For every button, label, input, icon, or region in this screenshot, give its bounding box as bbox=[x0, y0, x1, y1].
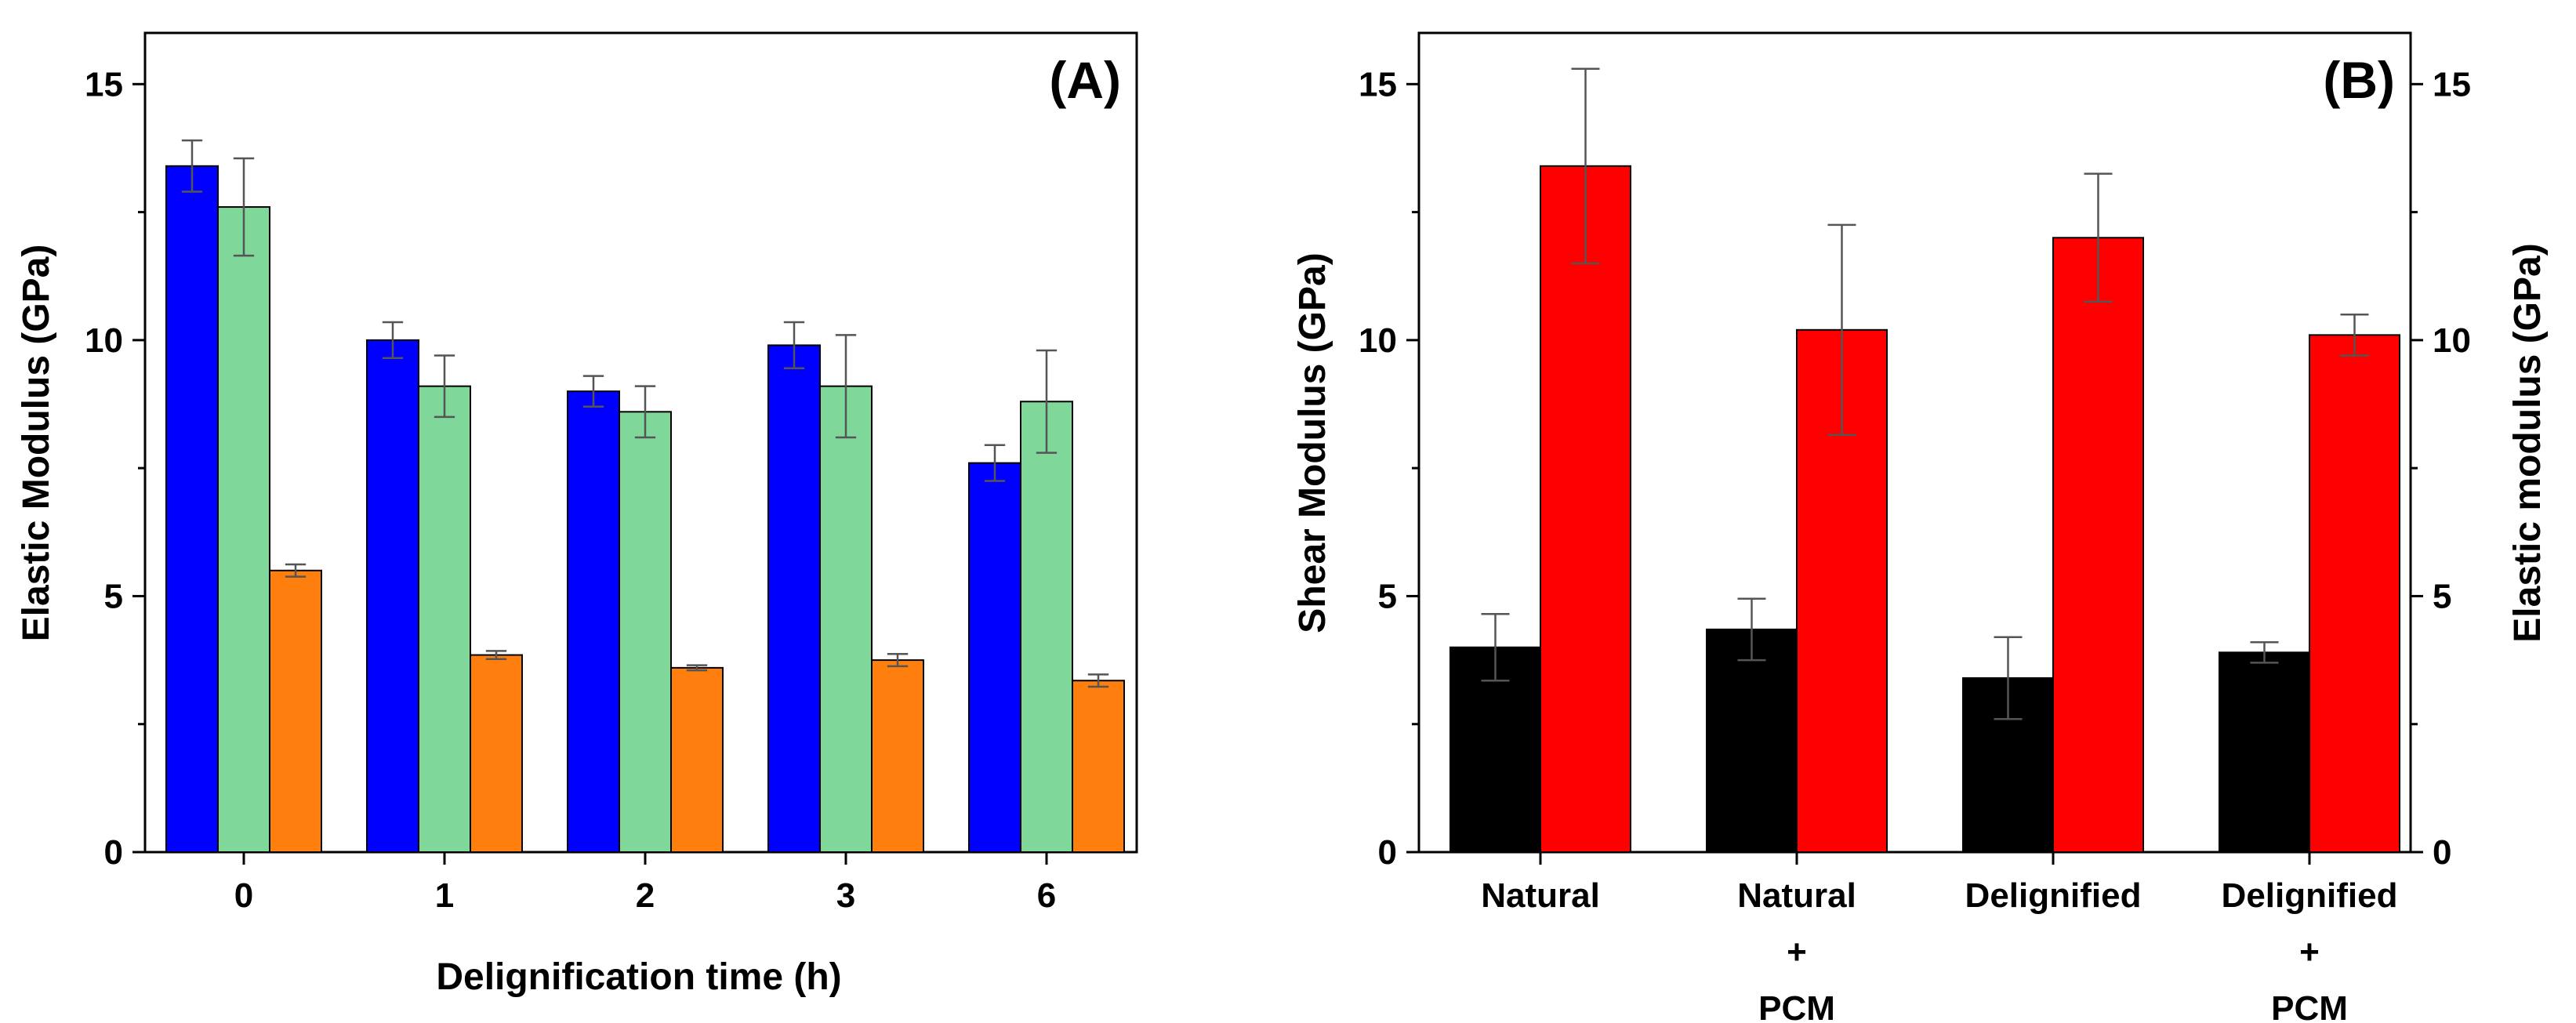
panel-b-frame bbox=[1417, 31, 2412, 854]
a-y-tick-label-0: 0 bbox=[104, 833, 123, 872]
b-right-y-tick-label-3: 15 bbox=[2433, 65, 2471, 103]
a-bar-series-1-4 bbox=[968, 462, 1021, 853]
b-error-bar-1-1 bbox=[1827, 223, 1856, 436]
panel-a-x-axis-label: Delignification time (h) bbox=[436, 956, 841, 998]
b-right-y-tick-label-0: 0 bbox=[2433, 833, 2451, 872]
panel-b-left-axis-label: Shear Modulus (GPa) bbox=[1292, 252, 1333, 633]
a-bar-series-2-3 bbox=[819, 385, 873, 853]
a-error-bar-2-1 bbox=[485, 650, 507, 661]
b-bar-elastic-modulus-0 bbox=[1540, 165, 1631, 853]
b-x-tick-label-0: Natural bbox=[1481, 876, 1600, 915]
a-x-tick-label-4: 6 bbox=[1037, 876, 1056, 915]
b-bar-elastic-modulus-3 bbox=[2309, 334, 2400, 853]
a-error-bar-2-4 bbox=[1087, 673, 1109, 688]
a-error-bar-2-3 bbox=[887, 652, 909, 668]
a-bar-series-3-3 bbox=[871, 659, 924, 853]
panel-a-axes: 0 1 2 3 6 0 5 10 15 bbox=[85, 65, 1056, 915]
panel-b-chart: Natural Natural + PCM Delignified Delignified… bbox=[1292, 31, 2549, 1023]
panel-a-label: (A) bbox=[1049, 51, 1121, 109]
a-bar-series-3-4 bbox=[1072, 680, 1125, 853]
a-error-bar-2-0 bbox=[285, 563, 307, 578]
a-bar-series-3-0 bbox=[269, 569, 322, 853]
a-error-bar-1-1 bbox=[434, 354, 455, 419]
b-error-bar-0-3 bbox=[2250, 640, 2279, 664]
a-error-bar-0-4 bbox=[984, 444, 1006, 482]
a-y-tick-label-1: 5 bbox=[104, 577, 123, 615]
b-bar-elastic-modulus-2 bbox=[2052, 237, 2144, 853]
a-x-tick-label-1: 1 bbox=[435, 876, 454, 915]
a-error-bar-1-2 bbox=[634, 385, 656, 439]
b-error-bar-1-3 bbox=[2340, 313, 2369, 357]
a-error-bar-0-3 bbox=[783, 321, 805, 370]
a-bar-series-2-0 bbox=[217, 206, 270, 853]
a-error-bar-1-4 bbox=[1036, 349, 1058, 454]
panel-a-y-axis-label: Elastic Modulus (GPa) bbox=[16, 245, 57, 642]
panel-a-chart: 0 1 2 3 6 0 5 10 15 (A) Elastic Modulus (GPa) De… bbox=[16, 31, 1138, 998]
b-y-tick-label-0: 0 bbox=[1378, 833, 1397, 872]
b-error-bar-0-0 bbox=[1481, 613, 1510, 682]
a-error-bar-0-2 bbox=[582, 375, 604, 408]
b-y-tick-label-2: 10 bbox=[1359, 321, 1397, 360]
a-x-tick-label-3: 3 bbox=[836, 876, 855, 915]
a-bar-series-3-1 bbox=[470, 654, 523, 853]
panel-b-right-axis-label: Elastic modulus (GPa) bbox=[2507, 243, 2549, 642]
a-bar-series-1-3 bbox=[767, 344, 821, 853]
a-bar-series-3-2 bbox=[670, 666, 724, 853]
a-y-tick-label-2: 10 bbox=[85, 321, 123, 360]
a-bar-series-1-2 bbox=[567, 390, 620, 853]
a-error-bar-2-2 bbox=[686, 664, 708, 672]
b-right-y-tick-label-2: 10 bbox=[2433, 321, 2471, 360]
panel-b-bars bbox=[1449, 67, 2400, 853]
b-y-tick-label-3: 15 bbox=[1359, 65, 1397, 103]
b-x-tick-label-1: Natural + PCM bbox=[1737, 876, 1856, 1023]
b-error-bar-1-2 bbox=[2084, 172, 2113, 303]
a-x-tick-label-0: 0 bbox=[234, 876, 253, 915]
a-bar-series-2-2 bbox=[619, 411, 672, 853]
b-y-tick-label-1: 5 bbox=[1378, 577, 1397, 615]
a-bar-series-1-0 bbox=[165, 165, 219, 853]
b-error-bar-0-1 bbox=[1737, 597, 1766, 662]
a-y-tick-label-3: 15 bbox=[85, 65, 123, 103]
panel-b-label: (B) bbox=[2323, 51, 2395, 109]
a-error-bar-0-0 bbox=[181, 139, 203, 193]
a-error-bar-1-0 bbox=[233, 157, 255, 257]
panel-b-axes: Natural Natural + PCM Delignified Delignified… bbox=[1359, 65, 2471, 1023]
a-error-bar-0-1 bbox=[382, 321, 404, 359]
b-bar-shear-modulus-3 bbox=[2219, 651, 2310, 853]
b-x-tick-label-3: Delignified + PCM bbox=[2222, 876, 2398, 1023]
a-error-bar-1-3 bbox=[835, 334, 857, 439]
a-bar-series-2-1 bbox=[418, 385, 471, 853]
b-x-tick-label-2: Delignified bbox=[1965, 876, 2142, 915]
a-bar-series-2-4 bbox=[1020, 401, 1073, 853]
b-error-bar-1-0 bbox=[1571, 67, 1600, 265]
b-right-y-tick-label-1: 5 bbox=[2433, 577, 2451, 615]
a-bar-series-1-1 bbox=[366, 339, 419, 853]
panel-a-bars bbox=[165, 139, 1125, 853]
a-x-tick-label-2: 2 bbox=[636, 876, 655, 915]
b-bar-shear-modulus-1 bbox=[1706, 628, 1798, 853]
b-error-bar-0-2 bbox=[1994, 636, 2023, 720]
